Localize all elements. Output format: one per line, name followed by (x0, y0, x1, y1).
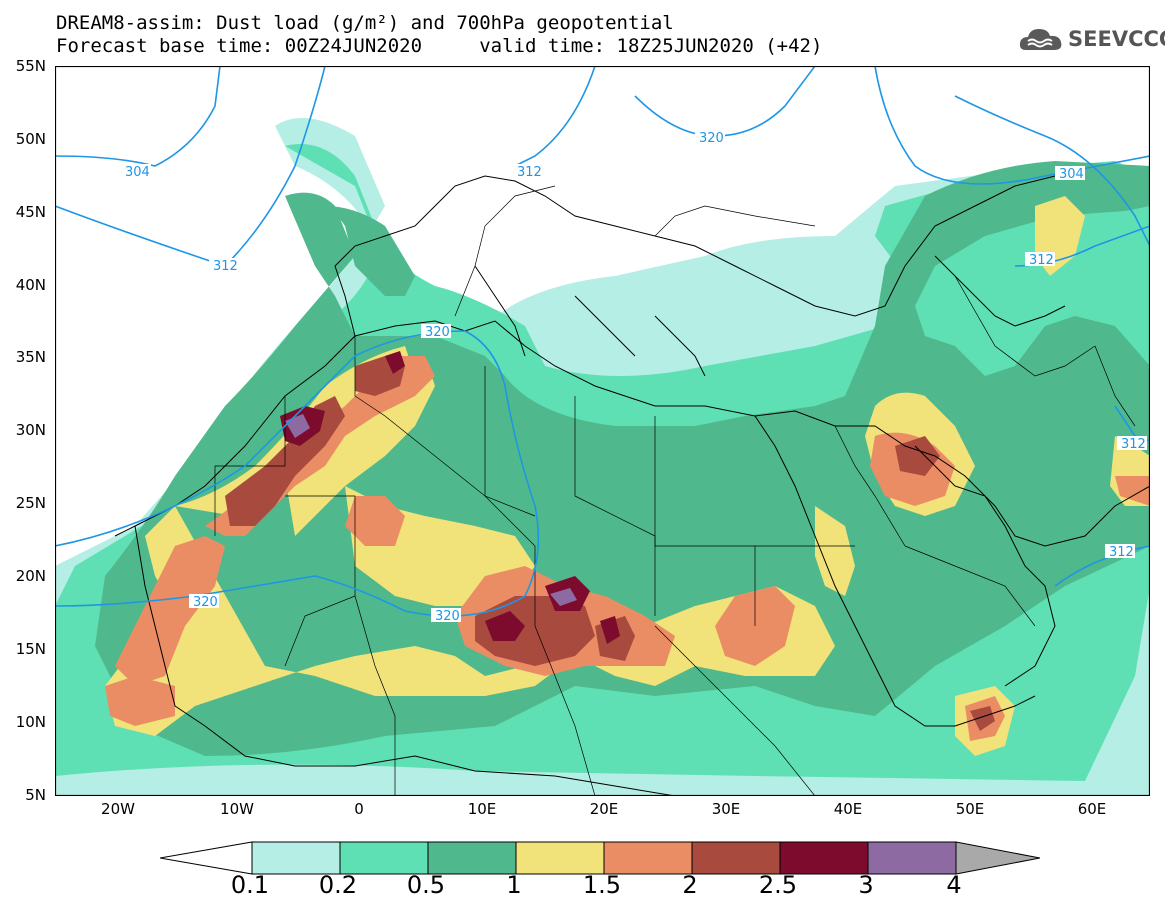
colorbar-label: 1 (506, 871, 522, 899)
lat-label-5n: 5N (25, 786, 46, 804)
contour-label: 304 (125, 165, 150, 180)
lat-label-30n: 30N (15, 421, 46, 439)
lat-label-55n: 55N (15, 57, 46, 75)
lat-label-25n: 25N (15, 494, 46, 512)
colorbar-label: 2 (682, 871, 698, 899)
lat-label-35n: 35N (15, 348, 46, 366)
lon-label-20w: 20W (101, 800, 135, 818)
map-frame (55, 66, 1150, 796)
colorbar-under-arrow (160, 841, 253, 875)
colorbar-swatch-4 (516, 842, 604, 874)
lat-label-10n: 10N (15, 713, 46, 731)
colorbar-swatch-7 (780, 842, 868, 874)
cloud-icon (1019, 29, 1062, 50)
lon-label-60e: 60E (1077, 800, 1107, 818)
lat-label-50n: 50N (15, 130, 46, 148)
contour-label: 304 (1059, 167, 1084, 182)
lon-label-50e: 50E (955, 800, 985, 818)
country-borders (214, 185, 1136, 796)
colorbar-swatch-1 (252, 842, 340, 874)
contour-label: 320 (699, 131, 724, 146)
lon-label-30e: 30E (711, 800, 741, 818)
colorbar-label: 0.5 (406, 871, 446, 899)
lon-label-10e: 10E (467, 800, 497, 818)
contour-label: 320 (425, 325, 450, 340)
geopotential-contours (55, 66, 1150, 617)
colorbar-swatch-5 (604, 842, 692, 874)
contour-label: 312 (517, 165, 542, 180)
colorbar-label: 0.1 (230, 871, 270, 899)
lon-label-10w: 10W (220, 800, 254, 818)
colorbar-swatch-8 (868, 842, 956, 874)
lat-label-20n: 20N (15, 567, 46, 585)
colorbar-swatch-3 (428, 842, 516, 874)
lat-label-40n: 40N (15, 276, 46, 294)
colorbar-label: 4 (946, 871, 962, 899)
forecast-time-line: Forecast base time: 00Z24JUN2020 valid t… (56, 35, 823, 57)
lon-label-20e: 20E (589, 800, 619, 818)
colorbar-label: 3 (858, 871, 874, 899)
colorbar-swatch-6 (692, 842, 780, 874)
colorbar-label: 1.5 (582, 871, 622, 899)
lon-label-40e: 40E (833, 800, 863, 818)
contour-label: 320 (193, 595, 218, 610)
contour-labels: 304 312 320 312 320 320 320 312 304 312 … (121, 130, 1147, 624)
colorbar (160, 841, 1040, 875)
lat-label-45n: 45N (15, 203, 46, 221)
dust-load-map: 304 312 320 312 320 320 320 312 304 312 … (55, 66, 1150, 796)
contour-label: 312 (1121, 437, 1146, 452)
contour-label: 312 (1109, 545, 1134, 560)
contour-label: 312 (1029, 253, 1054, 268)
colorbar-swatch-2 (340, 842, 428, 874)
lon-label-0: 0 (354, 800, 364, 818)
contour-label: 320 (435, 609, 460, 624)
colorbar-label: 0.2 (318, 871, 358, 899)
lat-label-15n: 15N (15, 640, 46, 658)
colorbar-label: 2.5 (758, 871, 798, 899)
seevccc-logo: SEEVCCC (1018, 22, 1165, 56)
logo-text: SEEVCCC (1068, 27, 1165, 51)
map-title: DREAM8-assim: Dust load (g/m²) and 700hP… (56, 12, 674, 34)
contour-label: 312 (213, 259, 238, 274)
colorbar-over-arrow (955, 841, 1040, 875)
